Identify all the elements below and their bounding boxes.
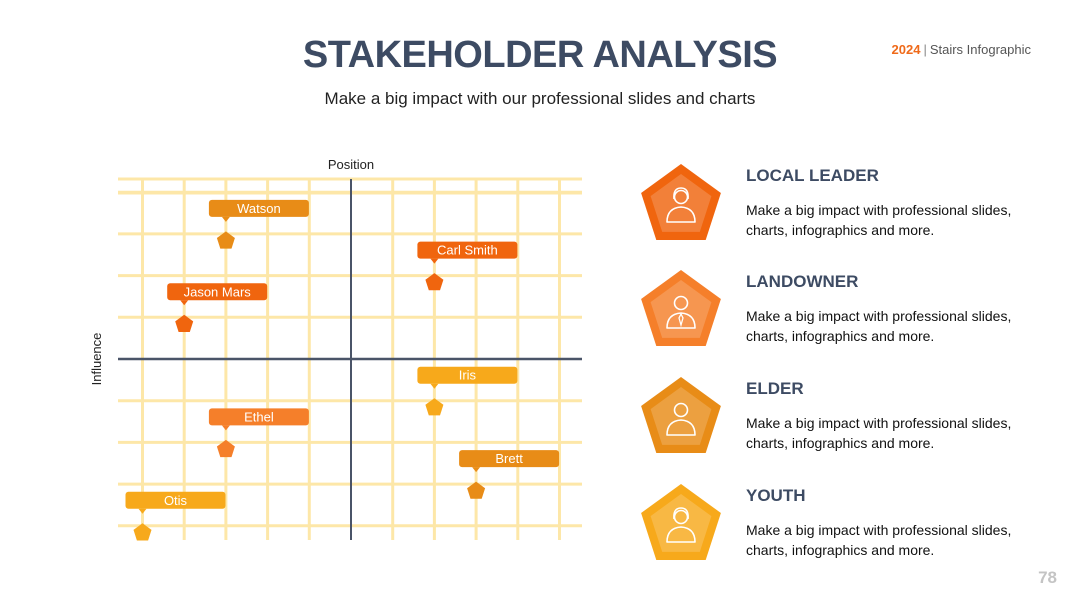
- data-point: Ethel: [208, 408, 309, 458]
- data-point: Otis: [125, 491, 226, 541]
- male-person-icon: [641, 377, 721, 453]
- point-label-pointer: [221, 216, 230, 222]
- legend-title: LOCAL LEADER: [746, 166, 879, 185]
- point-label: Brett: [495, 451, 523, 466]
- legend-title: ELDER: [746, 379, 804, 398]
- page-title: STAKEHOLDER ANALYSIS: [302, 34, 778, 76]
- point-label-pointer: [430, 258, 439, 264]
- point-label: Ethel: [244, 409, 274, 424]
- point-label-box: [208, 408, 309, 426]
- legend-item: YOUTH Make a big impact with professional…: [636, 484, 1076, 580]
- legend-title: LANDOWNER: [746, 272, 859, 291]
- point-marker: [133, 523, 152, 541]
- point-label-pointer: [180, 300, 189, 306]
- brand-name: Stairs Infographic: [929, 42, 1031, 57]
- legend-item: LANDOWNER Make a big impact with professi…: [636, 270, 1076, 366]
- legend-description: Make a big impact with professional slid…: [746, 415, 1012, 451]
- point-label: Otis: [164, 493, 188, 508]
- legend-title: YOUTH: [746, 486, 806, 505]
- female-person-icon: [641, 484, 721, 560]
- point-label: Iris: [459, 368, 477, 383]
- point-label-box: [417, 241, 518, 259]
- brand-year: 2024: [891, 42, 921, 57]
- legend-description: Make a big impact with professional slid…: [746, 308, 1012, 344]
- point-label-box: [167, 283, 268, 301]
- point-label-box: [125, 491, 226, 509]
- point-marker: [425, 398, 444, 416]
- female-person-icon: [641, 164, 721, 240]
- point-marker: [425, 273, 444, 291]
- data-point: Brett: [459, 450, 560, 499]
- legend-item: LOCAL LEADER Make a big impact with profe…: [636, 164, 1076, 260]
- point-marker: [175, 314, 194, 332]
- point-label: Watson: [237, 201, 281, 216]
- point-label: Carl Smith: [437, 243, 498, 258]
- legend-item: ELDER Make a big impact with professional…: [636, 377, 1076, 473]
- legend-description: Make a big impact with professional slid…: [746, 202, 1012, 238]
- legend-description: Make a big impact with professional slid…: [746, 522, 1012, 558]
- data-point: Carl Smith: [417, 241, 518, 291]
- point-marker: [216, 439, 235, 458]
- point-marker: [216, 231, 235, 249]
- page-subtitle: Make a big impact with our professional …: [324, 89, 756, 108]
- point-label-pointer: [472, 467, 481, 473]
- data-point: Jason Mars: [167, 283, 268, 332]
- data-point: Watson: [208, 199, 309, 249]
- x-axis-label: Position: [328, 157, 374, 172]
- brand-separator: |: [923, 42, 927, 57]
- male-person-tie-icon: [641, 270, 721, 346]
- point-label-pointer: [138, 508, 147, 514]
- data-point: Iris: [417, 366, 518, 416]
- point-label-box: [459, 450, 560, 468]
- page-number: 78: [1038, 568, 1057, 587]
- point-marker: [467, 481, 486, 499]
- point-label: Jason Mars: [184, 284, 252, 299]
- brand-label: 2024 | Stairs Infographic: [892, 42, 1031, 57]
- point-label-pointer: [430, 383, 439, 389]
- point-label-box: [417, 366, 518, 384]
- point-label-box: [208, 199, 309, 217]
- y-axis-label: Influence: [89, 333, 104, 386]
- point-label-pointer: [221, 425, 230, 431]
